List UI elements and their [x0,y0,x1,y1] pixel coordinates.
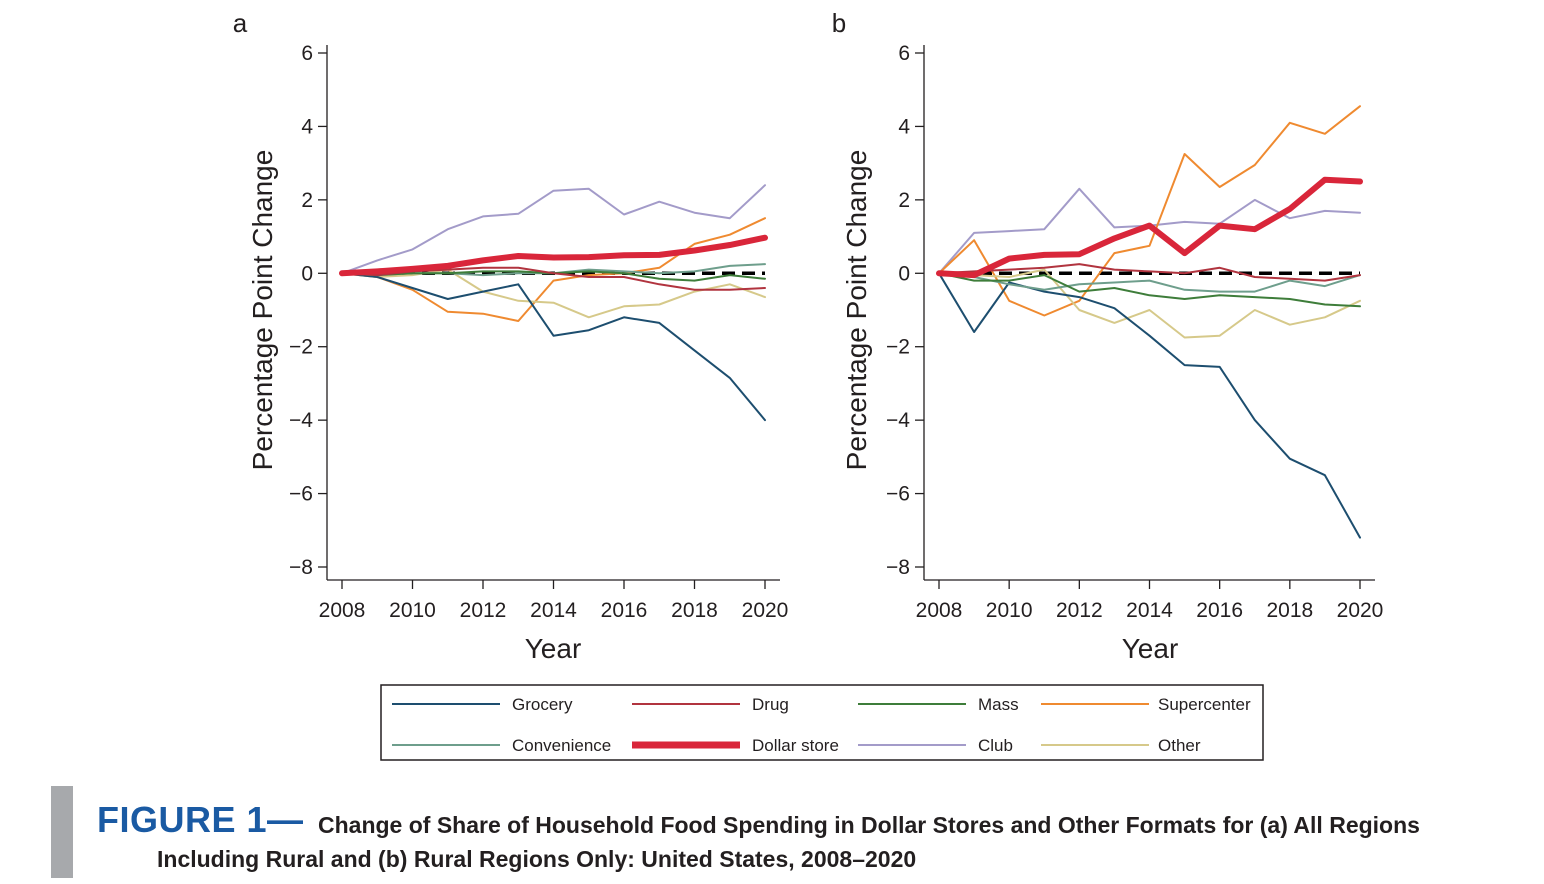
y-tick-label: 2 [898,189,910,212]
series-line-other [341,268,766,319]
y-tick-label: −2 [886,336,910,359]
x-tick-label: 2010 [389,599,436,622]
x-tick-label: 2020 [1337,599,1384,622]
series-line-supercenter [938,105,1361,317]
legend-label-grocery: Grocery [512,695,573,714]
panel-label-b: b [832,8,846,38]
legend-label-supercenter: Supercenter [1158,695,1251,714]
series-line-dollar-store [936,176,1363,279]
series-line-drug [938,263,1361,282]
series-line-mass [938,272,1361,308]
y-tick-label: 4 [898,115,910,138]
x-tick-label: 2012 [460,599,507,622]
y-tick-label: −6 [289,483,313,506]
y-tick-label: 0 [898,262,910,285]
legend-label-convenience: Convenience [512,736,611,755]
caption-accent-bar [51,786,73,878]
legend: Grocery Drug Mass Supercenter Convenience Dol… [380,684,1264,761]
x-tick-label: 2020 [742,599,789,622]
y-axis-title-a: Percentage Point Change [247,150,278,471]
x-tick-label: 2010 [986,599,1033,622]
x-tick-label: 2014 [1126,599,1173,622]
chart-panel-b: b Percentage Point Change Year 6 4 2 0 −2 −4 −… [832,8,1384,664]
panel-label-a: a [233,8,248,38]
series-line-club [341,184,766,275]
y-tick-label: 6 [301,42,313,65]
series-group-b [936,105,1363,539]
y-tick-label: 0 [301,262,313,285]
y-tick-label: −4 [886,409,910,432]
y-tick-label: 4 [301,115,313,138]
legend-label-drug: Drug [752,695,789,714]
axis-ticks-a: 6 4 2 0 −2 −4 −6 −8 2008 2010 2012 2014 2016 2018 2020 [289,42,788,622]
series-line-other [938,268,1361,339]
series-line-convenience [938,272,1361,293]
legend-label-dollar-store: Dollar store [752,736,839,755]
caption-line-2: Including Rural and (b) Rural Regions On… [157,846,917,872]
figure-canvas: a Percentage Point Change Year 6 4 2 0 −2 −4 −… [233,8,1384,761]
legend-frame [380,684,1264,761]
y-tick-label: 2 [301,189,313,212]
y-tick-label: −4 [289,409,313,432]
legend-items: Grocery Drug Mass Supercenter Convenience Dol… [392,695,1251,755]
y-tick-label: −6 [886,483,910,506]
x-tick-label: 2016 [1196,599,1243,622]
x-axis-title-a: Year [525,633,582,664]
y-tick-label: −8 [289,556,313,579]
series-line-supercenter [341,217,766,322]
series-group-a [339,184,768,422]
y-tick-label: −8 [886,556,910,579]
x-tick-label: 2014 [530,599,577,622]
series-line-grocery [341,272,766,422]
x-tick-label: 2016 [601,599,648,622]
series-line-grocery [938,272,1361,539]
chart-panel-a: a Percentage Point Change Year 6 4 2 0 −2 −4 −… [233,8,789,664]
x-tick-label: 2008 [916,599,963,622]
legend-label-club: Club [978,736,1013,755]
legend-label-mass: Mass [978,695,1019,714]
x-tick-label: 2012 [1056,599,1103,622]
y-tick-label: 6 [898,42,910,65]
x-tick-label: 2008 [319,599,366,622]
figure-label: FIGURE 1— [97,799,304,840]
y-axis-title-b: Percentage Point Change [841,150,872,471]
legend-label-other: Other [1158,736,1201,755]
x-tick-label: 2018 [1266,599,1313,622]
x-tick-label: 2018 [671,599,718,622]
axis-ticks-b: 6 4 2 0 −2 −4 −6 −8 2008 2010 2012 2014 2016 2018 2020 [886,42,1383,622]
caption-line-1: Change of Share of Household Food Spendi… [318,812,1420,838]
y-tick-label: −2 [289,336,313,359]
x-axis-title-b: Year [1122,633,1179,664]
series-line-dollar-store [339,234,768,277]
